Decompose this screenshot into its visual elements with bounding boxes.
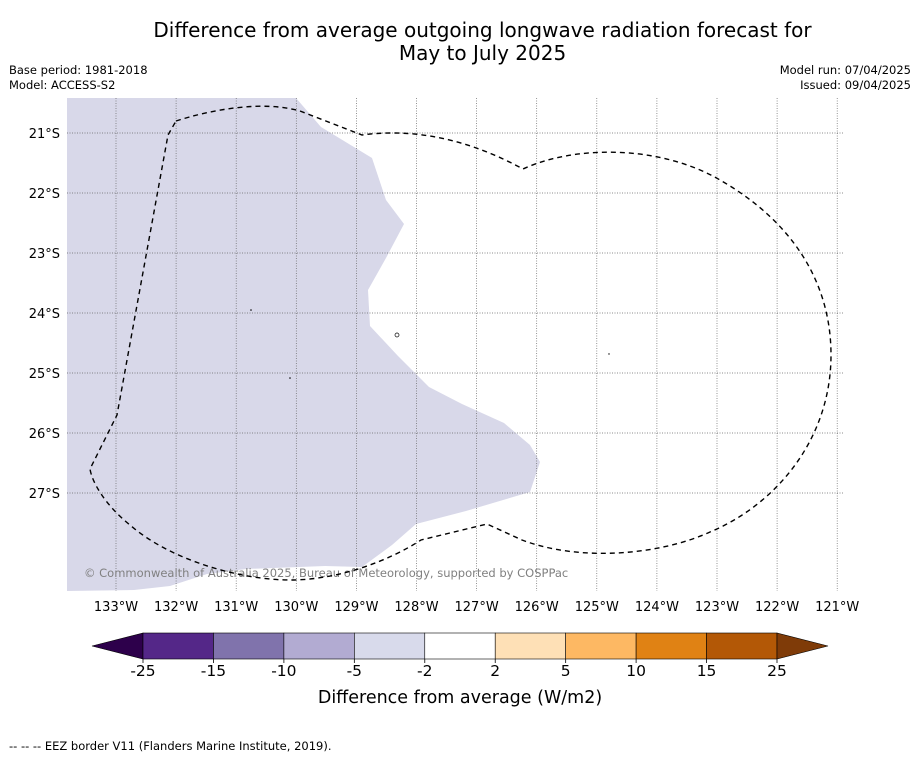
colorbar-extend-low: [91, 632, 144, 660]
footer-note: -- -- -- EEZ border V11 (Flanders Marine…: [9, 739, 332, 753]
model-run-text: Model run: 07/04/2025: [779, 63, 911, 77]
colorbar-tick-label: 15: [697, 662, 717, 680]
base-period-text: Base period: 1981-2018: [9, 63, 148, 77]
colorbar-tick-label: 2: [490, 662, 500, 680]
longitude-labels: 133°W 132°W 131°W 130°W 129°W 128°W 127°W 126°W…: [94, 600, 860, 615]
longitude-label: 133°W: [94, 600, 138, 615]
legend-title: Difference from average (W/m2): [318, 688, 602, 708]
anomaly-region: [67, 98, 540, 591]
colorbar-tick-label: 25: [767, 662, 787, 680]
page-title: Difference from average outgoing longwav…: [153, 18, 812, 65]
colorbar-tick-label: -2: [417, 662, 432, 680]
colorbar-segment: [565, 632, 637, 660]
model-text: Model: ACCESS-S2: [9, 78, 116, 92]
meta-left: Base period: 1981-2018 Model: ACCESS-S2: [9, 63, 148, 93]
latitude-label: 22°S: [29, 187, 60, 202]
latitude-label: 24°S: [29, 307, 60, 322]
colorbar-tick-label: -25: [130, 662, 155, 680]
longitude-label: 129°W: [334, 600, 378, 615]
longitude-label: 123°W: [695, 600, 739, 615]
colorbar-segment: [142, 632, 214, 660]
longitude-label: 131°W: [214, 600, 258, 615]
colorbar: [91, 632, 829, 660]
longitude-label: 132°W: [154, 600, 198, 615]
issued-text: Issued: 09/04/2025: [800, 78, 911, 92]
latitude-label: 21°S: [29, 127, 60, 142]
map-plot-area: © Commonwealth of Australia 2025, Bureau…: [67, 98, 843, 591]
colorbar-segment: [635, 632, 707, 660]
colorbar-tick-label: -15: [201, 662, 226, 680]
speck-markers: [250, 309, 610, 379]
longitude-label: 121°W: [815, 600, 859, 615]
longitude-label: 126°W: [515, 600, 559, 615]
graticule-grid: [67, 98, 843, 591]
meta-right: Model run: 07/04/2025 Issued: 09/04/2025: [780, 63, 911, 93]
colorbar-segment: [213, 632, 285, 660]
colorbar-segment: [283, 632, 355, 660]
latitude-label: 25°S: [29, 367, 60, 382]
longitude-label: 128°W: [394, 600, 438, 615]
latitude-label: 27°S: [29, 487, 60, 502]
latitude-label: 23°S: [29, 247, 60, 262]
colorbar-segment: [354, 632, 426, 660]
eez-border: [89, 105, 832, 581]
colorbar-segment: [494, 632, 566, 660]
latitude-label: 26°S: [29, 427, 60, 442]
colorbar-tick-label: 10: [626, 662, 646, 680]
longitude-label: 127°W: [455, 600, 499, 615]
colorbar-tick-label: 5: [561, 662, 571, 680]
colorbar-extend-high: [776, 632, 829, 660]
copyright-text: © Commonwealth of Australia 2025, Bureau…: [84, 566, 568, 580]
longitude-label: 124°W: [635, 600, 679, 615]
colorbar-segment: [706, 632, 778, 660]
colorbar-tick-label: -5: [347, 662, 362, 680]
longitude-label: 130°W: [274, 600, 318, 615]
longitude-label: 125°W: [575, 600, 619, 615]
colorbar-segment: [424, 632, 496, 660]
colorbar-tick-label: -10: [271, 662, 296, 680]
latitude-labels: 21°S 22°S 23°S 24°S 25°S 26°S 27°S: [29, 127, 60, 502]
colorbar-tick-labels: -25 -15 -10 -5 -2 2 5 10 15 25: [130, 659, 787, 680]
longitude-label: 122°W: [755, 600, 799, 615]
